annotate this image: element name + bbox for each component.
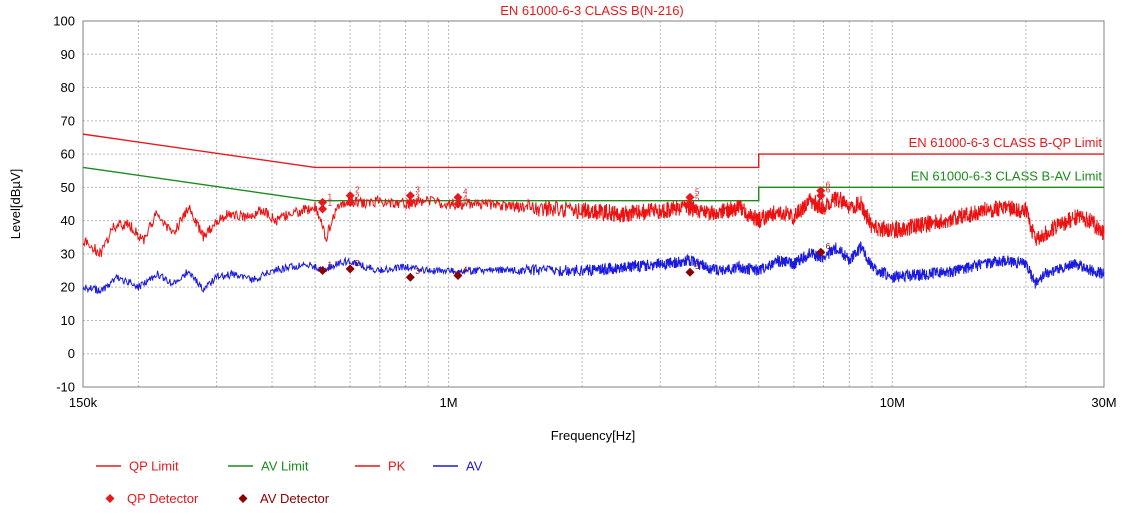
qp-detector-marker — [345, 197, 355, 207]
qp-detector-marker — [685, 192, 695, 202]
y-tick-labels: -10 0 10 20 30 40 50 60 70 80 90 100 — [53, 14, 75, 395]
qp-marker-number: 3 — [415, 186, 420, 195]
av-detector-marker — [816, 247, 826, 257]
legend-item: QP Limit — [129, 459, 179, 474]
y-tick-label: 40 — [61, 213, 75, 228]
y-tick-label: 10 — [61, 313, 75, 328]
series-pk — [82, 191, 1105, 258]
qp-marker-number: 6 — [826, 181, 831, 190]
qp-detector-marker — [453, 199, 463, 209]
qp-detector-marker — [405, 197, 415, 207]
y-tick-label: 30 — [61, 246, 75, 261]
limit-annotation: EN 61000-6-3 CLASS B-AV Limit — [911, 168, 1103, 183]
limit-annotation: EN 61000-6-3 CLASS B-QP Limit — [909, 135, 1103, 150]
grid — [83, 20, 1104, 388]
qp-detector-marker — [816, 186, 826, 196]
av-marker-number: 5 — [695, 262, 700, 271]
x-tick-label: 30M — [1091, 395, 1116, 410]
x-axis-label: Frequency[Hz] — [551, 428, 636, 443]
av-detector-marker — [318, 266, 328, 276]
y-tick-label: -10 — [56, 380, 75, 395]
av-marker-number: 1 — [328, 261, 333, 270]
legend-item: AV Limit — [261, 459, 309, 474]
av-marker-number: 4 — [463, 266, 468, 275]
qp-marker-number: 6 — [826, 186, 831, 195]
series-av — [82, 241, 1105, 294]
series — [82, 133, 1105, 294]
qp-detector-marker — [318, 204, 328, 214]
x-tick-label: 150k — [69, 395, 98, 410]
legend-marker-swatch — [105, 494, 115, 503]
y-tick-label: 50 — [61, 180, 75, 195]
qp-marker-number: 2 — [355, 192, 360, 201]
qp-detector-marker — [318, 197, 328, 207]
av-detector-marker — [453, 271, 463, 281]
limit-labels: EN 61000-6-3 CLASS B-QP Limit EN 61000-6-… — [909, 135, 1103, 183]
av-detector-marker — [685, 267, 695, 277]
qp-marker-number: 3 — [415, 192, 420, 201]
qp-marker-number: 4 — [463, 194, 468, 203]
series-qp-limit — [82, 133, 1104, 169]
av-marker-number: 3 — [415, 267, 420, 276]
y-axis-label: Level[dBµV] — [8, 169, 23, 239]
plot-frame — [82, 20, 1105, 388]
x-tick-labels: 150k 1M 10M 30M — [69, 395, 1117, 410]
qp-marker-number: 5 — [695, 194, 700, 203]
y-tick-label: 0 — [68, 346, 75, 361]
qp-marker-number: 1 — [328, 199, 333, 208]
av-detector-marker — [405, 272, 415, 282]
y-tick-label: 100 — [53, 14, 75, 29]
qp-detector-marker — [405, 191, 415, 201]
av-marker-number: 6 — [826, 242, 831, 251]
qp-detector-marker — [816, 191, 826, 201]
qp-marker-number: 5 — [695, 187, 700, 196]
qp-detector-marker — [453, 192, 463, 202]
legend-marker-item: AV Detector — [260, 491, 330, 506]
qp-marker-number: 2 — [355, 186, 360, 195]
chart-title: EN 61000-6-3 CLASS B(N-216) — [500, 3, 684, 18]
qp-detector-marker — [685, 199, 695, 209]
qp-detector-marker — [345, 191, 355, 201]
qp-marker-number: 4 — [463, 187, 468, 196]
legend-marker-swatch — [238, 494, 248, 503]
y-tick-label: 80 — [61, 80, 75, 95]
x-tick-label: 1M — [440, 395, 458, 410]
legend: QP Limit AV Limit PK AV QP Detector AV Detect… — [96, 459, 483, 506]
y-tick-label: 60 — [61, 147, 75, 162]
av-marker-number: 2 — [355, 259, 360, 268]
y-tick-label: 70 — [61, 113, 75, 128]
qp-marker-number: 1 — [328, 192, 333, 201]
legend-item: AV — [466, 459, 483, 474]
y-tick-label: 90 — [61, 47, 75, 62]
y-tick-label: 20 — [61, 280, 75, 295]
series-av-limit — [82, 166, 1104, 202]
av-detector-marker — [345, 264, 355, 274]
legend-marker-item: QP Detector — [127, 491, 199, 506]
legend-item: PK — [388, 459, 406, 474]
x-tick-label: 10M — [880, 395, 905, 410]
